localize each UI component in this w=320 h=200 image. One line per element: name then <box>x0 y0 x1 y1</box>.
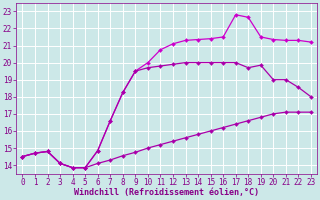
X-axis label: Windchill (Refroidissement éolien,°C): Windchill (Refroidissement éolien,°C) <box>74 188 259 197</box>
